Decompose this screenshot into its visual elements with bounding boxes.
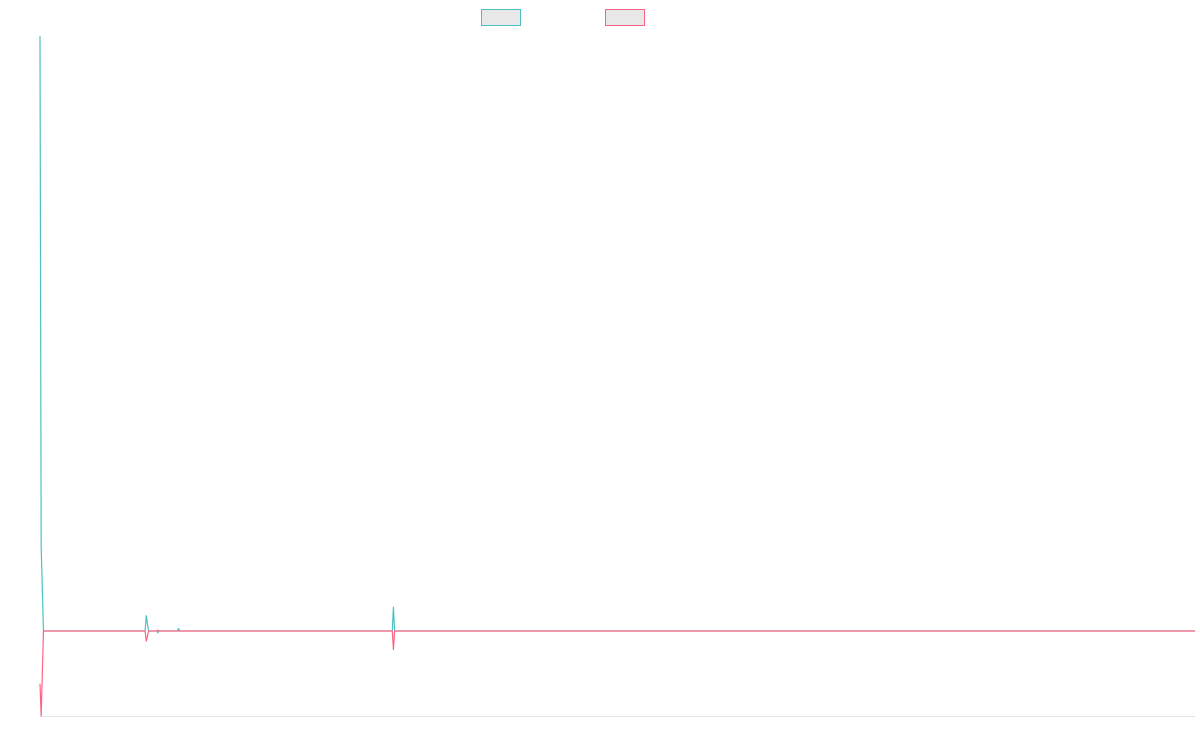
legend-swatch-1[interactable] xyxy=(481,9,521,26)
series-line-2 xyxy=(39,629,1195,717)
legend[interactable] xyxy=(481,9,645,26)
legend-swatch-2[interactable] xyxy=(605,9,645,26)
series-line-1 xyxy=(39,35,1195,634)
series-layer xyxy=(39,35,1195,717)
